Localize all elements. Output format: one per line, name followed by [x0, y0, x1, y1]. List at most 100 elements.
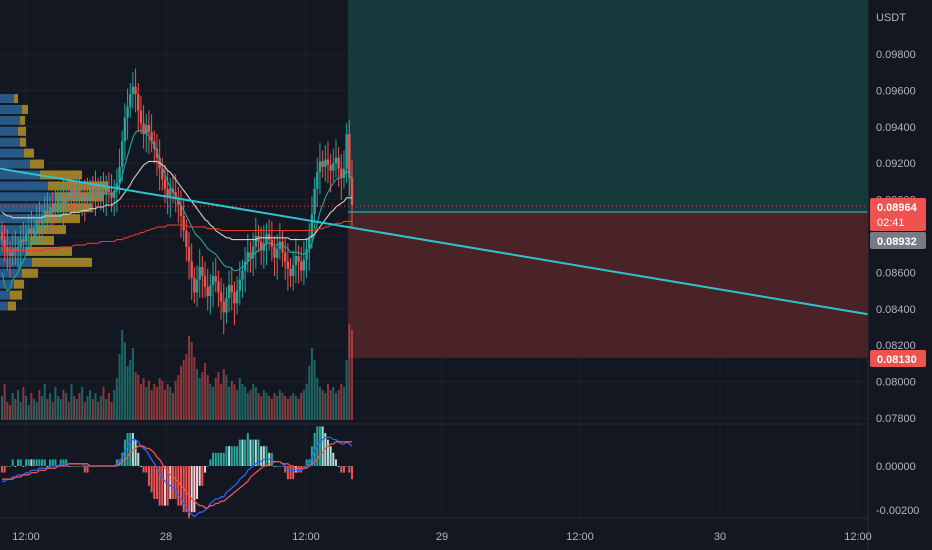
price-axis[interactable]: USDT 0.098000.096000.094000.092000.09000…: [876, 12, 916, 425]
signal-line: [2, 441, 352, 509]
volume-bar: [83, 402, 86, 420]
candle-body: [24, 234, 28, 242]
macd-histogram-bar: [214, 452, 217, 466]
macd-histogram-bar: [246, 433, 249, 466]
price-tick-label: 0.08600: [876, 267, 916, 279]
volume-bar: [281, 393, 284, 420]
volume-profile-bar: [8, 301, 16, 311]
macd-histogram-bar: [302, 466, 305, 467]
candle-body: [70, 188, 73, 196]
volume-bar: [3, 384, 6, 420]
time-axis[interactable]: 12:00 28 12:00 29 12:00 30 12:00: [0, 517, 872, 543]
volume-bar: [35, 402, 38, 420]
volume-bar: [254, 387, 257, 420]
volume-bar: [217, 372, 220, 420]
candle-body: [313, 188, 316, 215]
candle-body: [326, 159, 330, 166]
macd-axis[interactable]: 0.00000 -0.00200: [876, 461, 919, 517]
time-tick-label: 30: [714, 531, 726, 543]
volume-bar: [150, 390, 153, 420]
volume-bar: [161, 381, 164, 420]
candle-body: [332, 163, 335, 171]
candle-body: [113, 190, 116, 198]
macd-histogram-bar: [169, 466, 172, 499]
volume-bar: [268, 396, 271, 420]
profit-zone[interactable]: [348, 0, 868, 212]
candle-body: [43, 210, 46, 216]
candle-body: [294, 256, 298, 266]
volume-bar: [230, 381, 233, 420]
macd-histogram-bar: [177, 466, 180, 506]
macd-histogram-bar: [244, 439, 247, 466]
loss-zone[interactable]: [348, 211, 868, 358]
macd-histogram-bar: [54, 459, 57, 466]
volume-bar: [337, 390, 340, 420]
macd-histogram-bar: [22, 466, 25, 467]
macd-histogram-bar: [3, 466, 6, 473]
macd-histogram-bar: [337, 466, 340, 467]
candle-body: [137, 94, 140, 111]
candle-body: [150, 132, 153, 142]
volume-profile-bar: [14, 279, 24, 289]
macd-histogram-bar: [260, 446, 263, 466]
volume-bar: [284, 396, 287, 420]
volume-bar: [286, 399, 289, 420]
candle-body: [275, 248, 279, 258]
macd-histogram-bar: [204, 466, 207, 473]
volume-bar: [99, 396, 102, 420]
candle-body: [59, 197, 62, 202]
volume-bar: [107, 393, 110, 420]
macd-tick-label: -0.00200: [876, 505, 919, 517]
macd-histogram-bar: [171, 466, 174, 499]
volume-bar: [198, 378, 201, 420]
long-position-tool[interactable]: [348, 0, 868, 358]
macd-histogram-bar: [305, 459, 308, 466]
volume-bar: [209, 384, 212, 420]
macd-histogram-bar: [225, 446, 228, 466]
volume-bar: [131, 348, 134, 420]
macd-pane: [1, 426, 353, 519]
candle-body: [348, 134, 351, 178]
volume-bar: [334, 393, 337, 420]
macd-histogram-bar: [265, 446, 268, 466]
volume-bar: [43, 384, 46, 420]
volume-profile-bar: [0, 148, 24, 158]
macd-histogram-bar: [217, 452, 220, 466]
volume-bar: [137, 375, 140, 420]
candle-body: [235, 290, 239, 304]
volume-bar: [188, 336, 191, 420]
volume-bar: [67, 402, 70, 420]
volume-bar: [340, 384, 343, 420]
candle-body: [243, 261, 247, 271]
macd-histogram-bar: [196, 466, 199, 499]
candle-body: [182, 215, 185, 231]
volume-bar: [305, 384, 308, 420]
macd-histogram-bar: [185, 466, 188, 513]
candle-body: [340, 168, 343, 178]
candle-body: [51, 206, 54, 213]
volume-bar: [97, 402, 100, 420]
candle-body: [318, 161, 322, 173]
volume-bar: [289, 396, 292, 420]
volume-bar: [62, 390, 65, 420]
volume-bar: [316, 378, 319, 420]
macd-histogram-bar: [33, 459, 36, 466]
macd-histogram-bar: [75, 466, 78, 467]
candle-body: [94, 188, 97, 195]
volume-bar: [118, 354, 121, 420]
candle-body: [147, 124, 151, 133]
volume-bar: [342, 387, 345, 420]
macd-histogram-bar: [147, 466, 150, 486]
volume-profile-bar: [30, 159, 44, 169]
volume-bar: [139, 384, 142, 420]
macd-histogram-bar: [46, 466, 49, 467]
volume-bar: [91, 399, 94, 420]
volume-bar: [292, 393, 295, 420]
candle-body: [257, 236, 260, 242]
trendline[interactable]: [0, 167, 869, 316]
volume-bar: [17, 390, 20, 420]
volume-bar: [33, 399, 36, 420]
volume-profile-bar: [52, 203, 92, 213]
candle-body: [201, 266, 204, 277]
